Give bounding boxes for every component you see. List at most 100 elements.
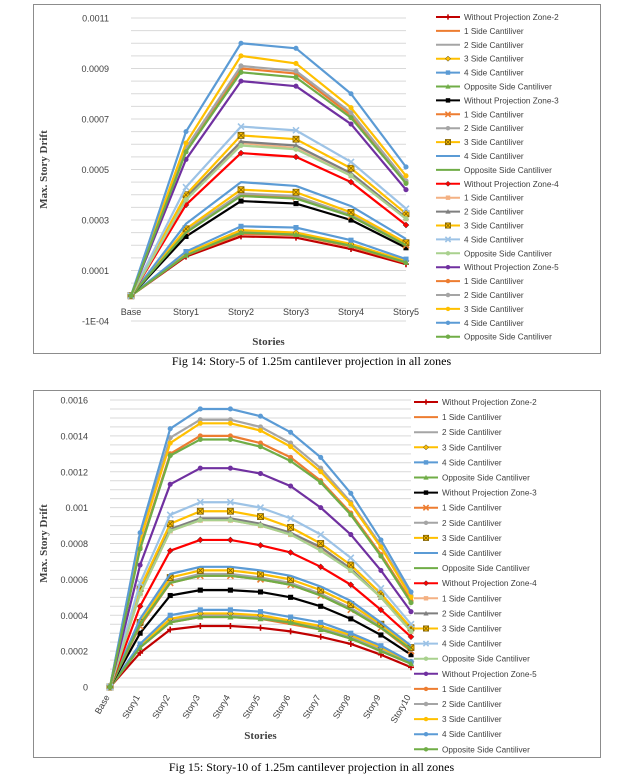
legend-item: 3 Side Cantiliver: [414, 534, 502, 543]
data-point: [227, 536, 234, 544]
data-point: [183, 129, 189, 135]
data-point: [293, 74, 299, 80]
legend-label: 1 Side Cantiliver: [442, 504, 502, 513]
data-point: [348, 490, 354, 496]
data-point: [348, 110, 354, 116]
legend-item: 4 Side Cantiliver: [436, 69, 524, 78]
data-point: [227, 614, 234, 620]
data-point: [137, 530, 143, 536]
legend-label: 1 Side Cantiliver: [442, 594, 502, 603]
data-point: [288, 614, 294, 620]
data-point: [288, 483, 294, 489]
data-point: [292, 153, 300, 161]
legend-label: 2 Side Cantiliver: [442, 428, 502, 437]
data-point: [166, 547, 174, 555]
series-path: [129, 71, 407, 297]
data-point: [317, 530, 325, 539]
series-path: [130, 225, 407, 297]
y-tick-label: 0.0001: [81, 266, 109, 276]
data-point: [348, 121, 354, 127]
legend-label: 3 Side Cantiliver: [442, 625, 502, 634]
data-point: [293, 45, 299, 51]
data-point: [318, 479, 324, 486]
x-tick-label: Story2: [228, 307, 254, 317]
data-point: [318, 603, 324, 609]
legend-label: Opposite Side Cantiliver: [464, 166, 552, 175]
data-point: [238, 138, 244, 145]
data-point: [288, 454, 294, 460]
legend-item: 1 Side Cantiliver: [414, 685, 502, 694]
data-point: [348, 616, 354, 622]
x-tick-label: Story3: [180, 693, 202, 721]
data-point: [196, 536, 204, 544]
series-line: [128, 78, 409, 299]
data-point: [347, 178, 355, 186]
data-point: [257, 624, 264, 631]
data-point: [423, 596, 429, 601]
data-point: [408, 660, 414, 667]
data-point: [227, 436, 233, 443]
data-point: [423, 701, 429, 707]
data-point: [423, 716, 429, 722]
legend-label: 3 Side Cantiliver: [442, 534, 502, 543]
data-point-cross: [292, 135, 300, 143]
data-point: [445, 292, 451, 298]
series-line: [107, 623, 414, 690]
legend-label: 3 Side Cantiliver: [442, 715, 502, 724]
series-line: [130, 181, 407, 297]
data-point: [293, 225, 299, 231]
legend: Without Projection Zone-2 1 Side Cantiliv…: [414, 398, 537, 754]
legend-item: 2 Side Cantiliver: [436, 208, 524, 217]
legend-item: Without Projection Zone-4: [436, 180, 559, 189]
x-tick-label: Story10: [389, 693, 413, 725]
legend-item: 2 Side Cantiliver: [414, 428, 502, 437]
data-point: [378, 544, 384, 550]
y-tick-label: 0.001: [65, 503, 88, 513]
data-point: [378, 567, 384, 573]
legend-label: Without Projection Zone-3: [442, 489, 537, 498]
legend-item: 1 Side Cantiliver: [436, 277, 524, 286]
data-point: [237, 123, 245, 131]
data-point: [183, 140, 189, 146]
data-point: [423, 474, 429, 480]
data-point: [238, 229, 244, 236]
data-point: [348, 105, 354, 111]
legend-label: 2 Side Cantiliver: [442, 609, 502, 618]
legend-item: Without Projection Zone-2: [436, 13, 559, 22]
data-point: [318, 548, 324, 554]
legend-label: 4 Side Cantiliver: [464, 152, 524, 161]
data-point: [293, 83, 299, 89]
data-point: [167, 440, 173, 446]
data-point: [238, 198, 244, 204]
data-point: [257, 589, 264, 595]
data-point: [227, 417, 233, 423]
series-path: [129, 54, 407, 297]
x-tick-label: Story3: [283, 307, 309, 317]
data-point: [257, 523, 264, 529]
legend-item: 1 Side Cantiliver: [414, 594, 502, 603]
line-chart-story5: 0.0011 0.0009 0.0007 0.0005 0.0003 0.0001 -1E-…: [38, 13, 559, 348]
legend-label: Without Projection Zone-2: [442, 398, 537, 407]
series-line: [106, 498, 415, 691]
series-path: [130, 151, 407, 297]
legend-item: Opposite Side Cantiliver: [414, 564, 530, 573]
data-point: [167, 481, 173, 487]
data-point: [377, 584, 385, 592]
x-tick-label: Story2: [150, 693, 172, 721]
data-point: [257, 424, 264, 430]
data-point: [238, 142, 244, 149]
data-point: [445, 70, 451, 75]
data-point: [423, 610, 429, 616]
legend-label: 2 Side Cantiliver: [464, 291, 524, 300]
data-point: [377, 648, 384, 654]
legend-item: 4 Side Cantiliver: [414, 458, 502, 467]
legend-item: Without Projection Zone-5: [436, 263, 559, 272]
series-path: [130, 134, 407, 297]
data-point: [167, 426, 173, 432]
data-point: [317, 633, 324, 640]
data-point: [408, 594, 414, 600]
data-point: [318, 505, 324, 511]
legend-item: 4 Side Cantiliver: [436, 152, 524, 161]
series-path: [129, 80, 407, 297]
data-point: [197, 433, 203, 439]
